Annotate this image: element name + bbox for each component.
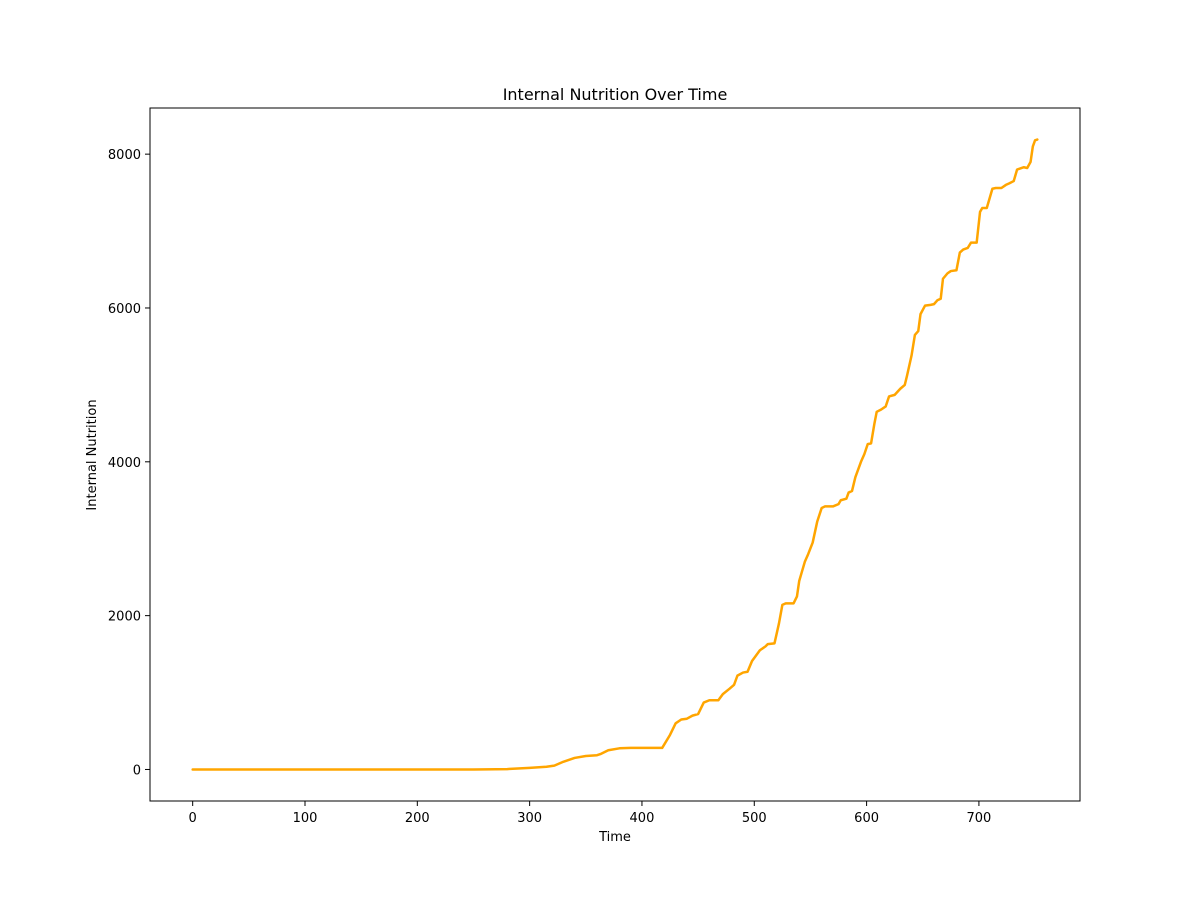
x-tick-label: 100 [293,811,318,826]
y-axis-label: Internal Nutrition [85,399,100,510]
x-tick-label: 600 [854,811,879,826]
plot-area [149,107,1081,802]
y-tick-label: 0 [133,763,141,778]
x-tick-label: 300 [517,811,542,826]
series-line [191,138,1039,771]
x-axis-label: Time [598,830,631,845]
y-tick-label: 2000 [108,610,141,625]
x-tick-label: 400 [630,811,655,826]
x-axis-ticks: 0 100 200 300 400 500 600 700 [189,801,991,826]
y-tick-label: 6000 [108,302,141,317]
x-tick-label: 700 [966,811,991,826]
chart-title: Internal Nutrition Over Time [503,85,728,104]
x-tick-label: 200 [405,811,430,826]
x-tick-label: 500 [742,811,767,826]
y-axis-ticks: 0 2000 4000 6000 8000 [108,148,150,778]
y-tick-label: 4000 [108,456,141,471]
x-tick-label: 0 [189,811,197,826]
y-tick-label: 8000 [108,148,141,163]
axes-frame [149,107,1081,802]
